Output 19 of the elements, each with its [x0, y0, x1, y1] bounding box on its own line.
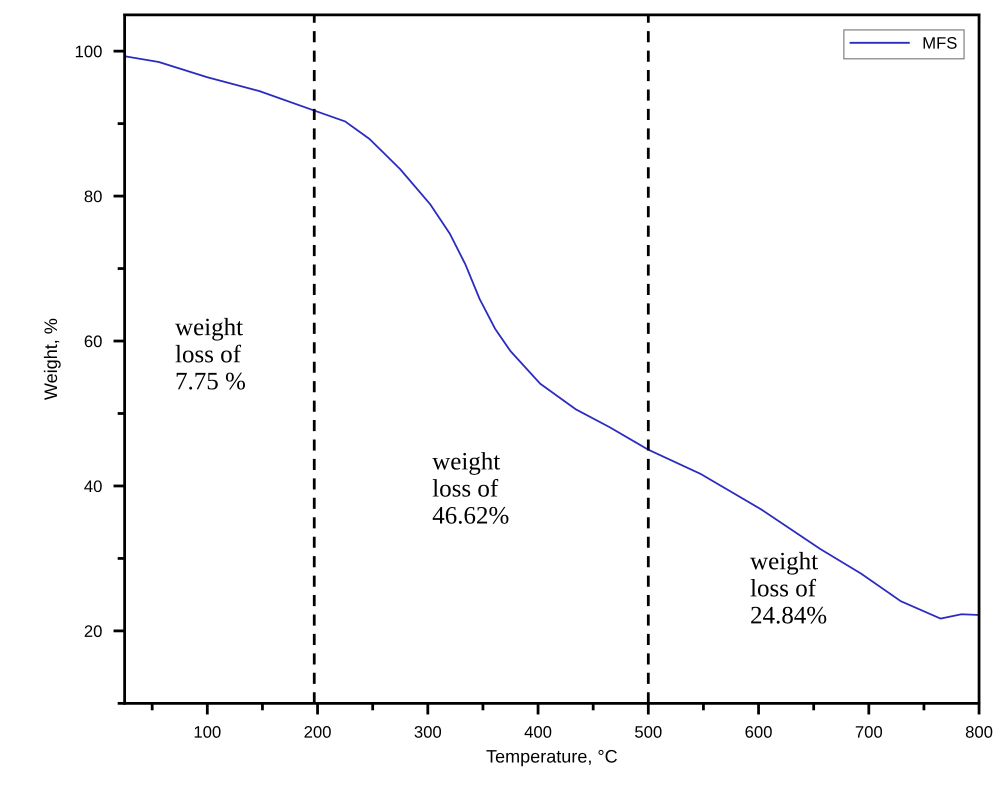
y-tick-label: 60: [84, 335, 102, 348]
y-tick-label: 20: [84, 625, 102, 638]
x-tick-label: 300: [414, 726, 442, 738]
annotation: weight loss of 24.84%: [750, 552, 826, 624]
x-tick-label: 600: [746, 726, 772, 738]
y-axis-title: Weight, %: [44, 318, 61, 400]
x-tick-label: 200: [304, 726, 331, 738]
y-tick-label: 100: [76, 46, 102, 58]
x-axis-title: Temperature, °C: [486, 750, 617, 766]
x-tick-label: 400: [524, 726, 552, 738]
x-tick-label: 800: [966, 726, 992, 738]
x-tick-label: 500: [635, 726, 662, 738]
y-tick-label: 80: [84, 190, 102, 202]
annotation: weight loss of 7.75 %: [175, 318, 246, 390]
x-tick-label: 700: [856, 726, 882, 738]
x-tick-label: 100: [194, 726, 221, 738]
legend-label: MFS: [924, 37, 957, 49]
annotation: weight loss of 46.62%: [432, 452, 508, 524]
y-tick-label: 40: [84, 480, 102, 492]
